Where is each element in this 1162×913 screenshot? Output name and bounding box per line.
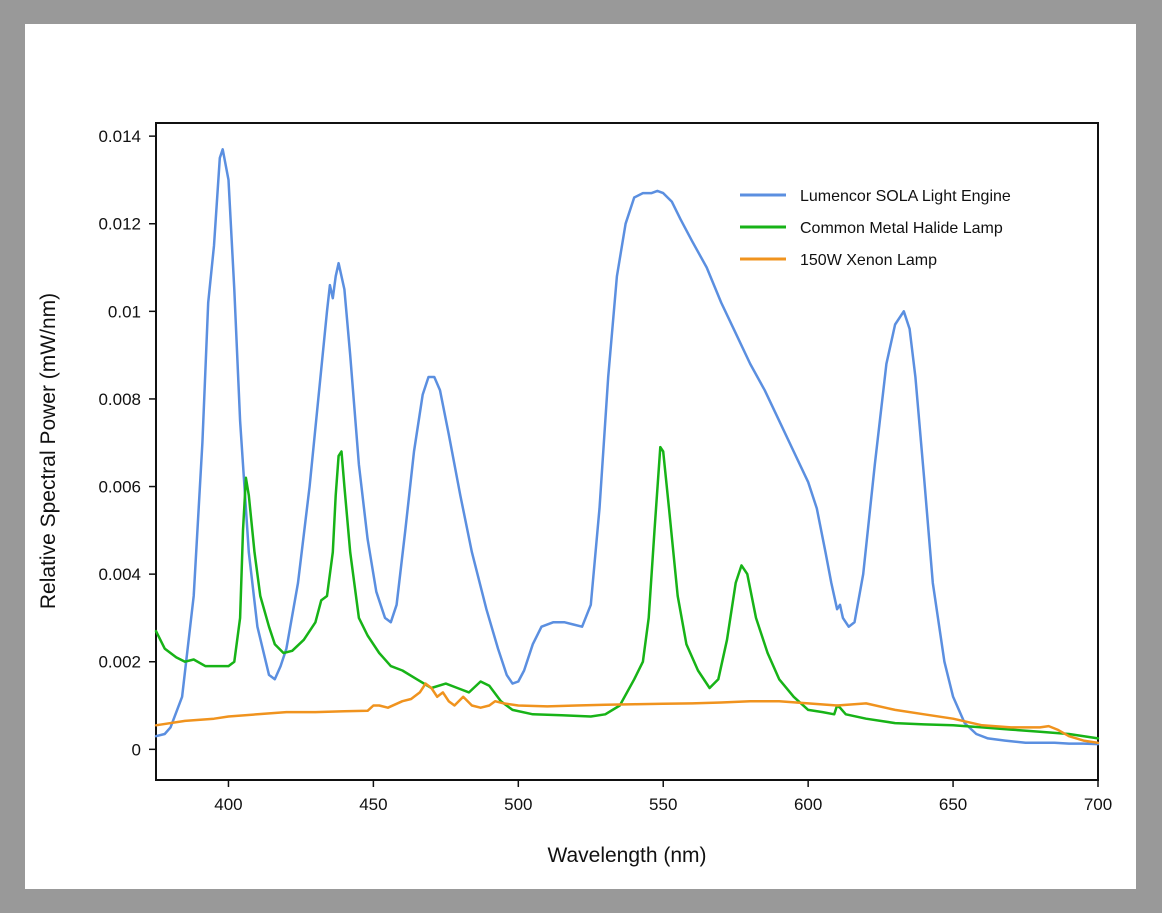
y-tick-label: 0.012 xyxy=(98,215,141,234)
legend-label-3: 150W Xenon Lamp xyxy=(800,252,937,269)
x-tick-label: 700 xyxy=(1084,795,1112,814)
spectral-power-chart: 400 450 500 550 600 650 700 0 0.002 0.004 0.006 0.… xyxy=(37,122,1112,867)
x-tick-label: 550 xyxy=(649,795,677,814)
x-axis-ticks: 400 450 500 550 600 650 700 xyxy=(214,780,1112,814)
x-tick-label: 450 xyxy=(359,795,387,814)
x-tick-label: 600 xyxy=(794,795,822,814)
chart-frame: 400 450 500 550 600 650 700 0 0.002 0.004 0.006 0.… xyxy=(25,24,1136,889)
x-tick-label: 650 xyxy=(939,795,967,814)
x-axis-title: Wavelength (nm) xyxy=(547,844,706,867)
legend: Lumencor SOLA Light Engine Common Metal H… xyxy=(740,188,1011,269)
series-line-3 xyxy=(154,682,1100,745)
series-line-1 xyxy=(154,148,1100,746)
legend-label-1: Lumencor SOLA Light Engine xyxy=(800,188,1011,205)
y-tick-label: 0 xyxy=(132,740,141,759)
y-tick-label: 0.004 xyxy=(98,565,141,584)
y-tick-label: 0.014 xyxy=(98,127,141,146)
y-tick-label: 0.006 xyxy=(98,478,141,497)
y-tick-label: 0.01 xyxy=(108,302,141,321)
y-tick-label: 0.008 xyxy=(98,390,141,409)
x-tick-label: 500 xyxy=(504,795,532,814)
x-tick-label: 400 xyxy=(214,795,242,814)
series-line-2 xyxy=(154,445,1100,740)
y-tick-label: 0.002 xyxy=(98,653,141,672)
series-layer xyxy=(154,148,1100,746)
plot-area xyxy=(155,122,1099,781)
legend-label-2: Common Metal Halide Lamp xyxy=(800,220,1003,237)
y-axis-ticks: 0 0.002 0.004 0.006 0.008 0.01 0.012 0.014 xyxy=(98,127,156,759)
y-axis-title: Relative Spectral Power (mW/nm) xyxy=(37,293,60,609)
